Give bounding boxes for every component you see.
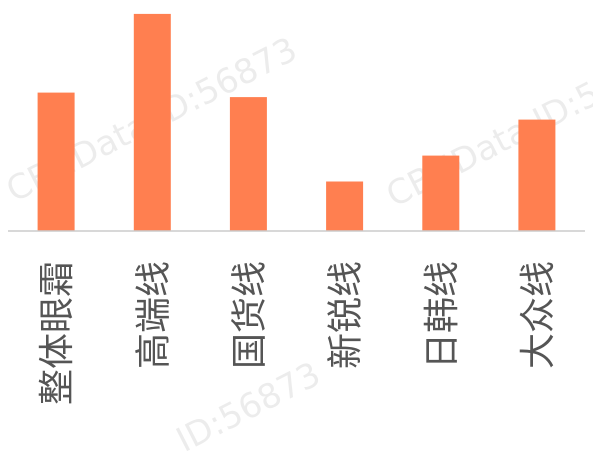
x-tick-label-1: 整体眼霜	[37, 261, 78, 405]
bar-chart: 整体眼霜 高端线 国货线 新锐线 日韩线 大众线	[8, 13, 585, 405]
x-tick-label-3: 国货线	[229, 261, 270, 369]
bar-1	[37, 92, 75, 231]
x-tick-label-6: 大众线	[518, 261, 559, 369]
x-tick-label-4: 新锐线	[326, 261, 367, 369]
x-tick-label-5: 日韩线	[422, 261, 463, 369]
bar-3	[229, 97, 267, 231]
bar-2	[133, 13, 171, 232]
x-tick-labels: 整体眼霜 高端线 国货线 新锐线 日韩线 大众线	[37, 261, 559, 405]
bar-5	[422, 155, 460, 231]
bar-series	[37, 13, 556, 232]
bar-4	[326, 181, 364, 231]
bar-6	[518, 119, 556, 231]
x-tick-label-2: 高端线	[133, 261, 174, 369]
